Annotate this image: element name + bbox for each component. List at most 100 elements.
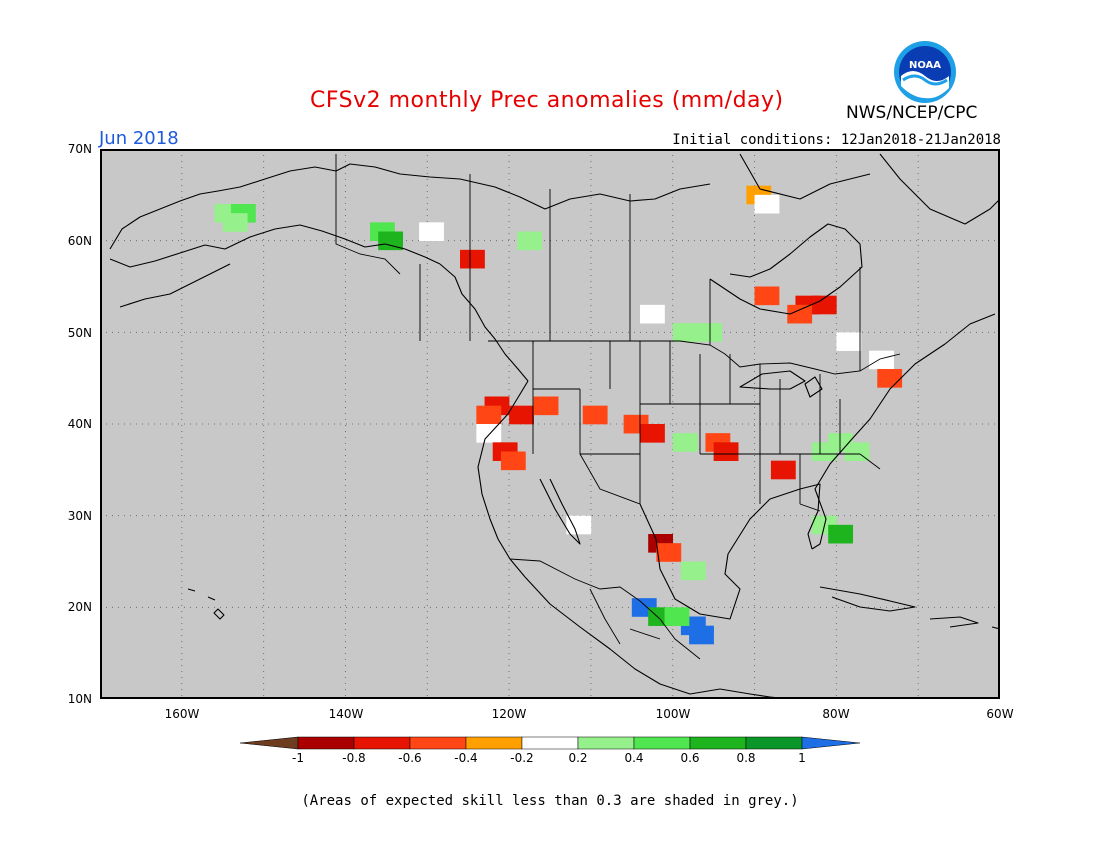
anomaly-cell xyxy=(672,552,682,562)
anomaly-cell xyxy=(803,295,813,306)
anomaly-cell xyxy=(672,433,682,443)
anomaly-cell xyxy=(230,222,240,232)
map-frame xyxy=(100,149,1000,699)
anomaly-cell xyxy=(680,570,690,581)
anomaly-cell xyxy=(852,442,862,452)
anomaly-cell xyxy=(672,616,682,626)
anomaly-cell xyxy=(697,561,706,571)
anomaly-cell xyxy=(820,515,829,526)
anomaly-cell xyxy=(836,433,845,443)
anomaly-cell xyxy=(656,534,665,544)
anomaly-cell xyxy=(770,469,780,480)
anomaly-cell xyxy=(239,204,248,214)
anomaly-cell xyxy=(239,213,248,223)
legend-swatch xyxy=(353,736,411,750)
anomaly-cell xyxy=(550,396,559,406)
anomaly-cell xyxy=(517,451,526,461)
anomaly-cell xyxy=(427,222,436,232)
anomaly-cell xyxy=(230,204,240,214)
anomaly-cell xyxy=(680,323,690,333)
anomaly-cell xyxy=(860,442,870,452)
anomaly-cell xyxy=(877,350,886,361)
legend-swatch xyxy=(577,736,635,750)
anomaly-cell xyxy=(640,304,649,315)
anomaly-cell xyxy=(730,442,739,452)
anomaly-cell xyxy=(820,442,829,452)
anomaly-cell xyxy=(664,552,674,562)
legend-label: -1 xyxy=(292,751,304,765)
color-legend xyxy=(240,736,860,750)
anomaly-cell xyxy=(787,314,796,324)
anomaly-cell xyxy=(811,524,821,535)
anomaly-cell xyxy=(500,460,510,471)
anomaly-cell xyxy=(247,213,256,223)
anomaly-cell xyxy=(460,249,469,260)
anomaly-cell xyxy=(754,185,764,196)
anomaly-cell xyxy=(623,424,633,434)
legend-label: 0.6 xyxy=(680,751,700,765)
anomaly-cell xyxy=(844,433,854,443)
legend-label: -0.6 xyxy=(398,751,422,765)
anomaly-cell xyxy=(533,396,543,406)
anomaly-cell xyxy=(754,194,764,205)
lon-label: 60W xyxy=(986,707,1014,721)
anomaly-cell xyxy=(590,414,600,425)
anomaly-cell xyxy=(533,240,543,251)
anomaly-cell xyxy=(599,414,608,425)
anomaly-cell xyxy=(378,240,387,251)
lat-label: 50N xyxy=(67,326,92,340)
anomaly-cell xyxy=(795,314,804,324)
anomaly-cell xyxy=(517,240,526,251)
anomaly-cell xyxy=(656,543,665,553)
anomaly-cell xyxy=(828,524,837,535)
anomaly-cell xyxy=(705,433,714,443)
anomaly-cell xyxy=(689,616,698,626)
noaa-logo: NOAA xyxy=(894,41,956,103)
anomaly-cell xyxy=(689,332,698,342)
anomaly-cell xyxy=(378,231,387,241)
anomaly-cell xyxy=(582,405,592,416)
anomaly-cell xyxy=(214,213,224,223)
lat-label: 70N xyxy=(67,142,92,156)
anomaly-cell xyxy=(631,598,641,608)
anomaly-cell xyxy=(836,442,845,452)
anomaly-cell xyxy=(500,442,510,452)
legend-label: 1 xyxy=(798,751,806,765)
anomaly-cell xyxy=(574,515,584,526)
anomaly-cell xyxy=(640,314,649,324)
anomaly-cell xyxy=(869,350,878,361)
legend-low-arrow xyxy=(240,736,299,750)
anomaly-cell xyxy=(476,249,485,260)
anomaly-cell xyxy=(697,332,706,342)
anomaly-cell xyxy=(828,442,837,452)
anomaly-cell xyxy=(689,442,698,452)
anomaly-cell xyxy=(689,323,698,333)
anomaly-cell xyxy=(509,405,518,416)
anomaly-cell xyxy=(746,194,755,205)
anomaly-cell xyxy=(746,185,755,196)
anomaly-cell xyxy=(509,460,518,471)
anomaly-cell xyxy=(517,460,526,471)
map-title: CFSv2 monthly Prec anomalies (mm/day) xyxy=(310,88,784,113)
anomaly-cell xyxy=(680,442,690,452)
anomaly-cell xyxy=(672,442,682,452)
anomaly-cell xyxy=(811,304,821,315)
legend-swatch xyxy=(633,736,691,750)
anomaly-cell xyxy=(222,204,232,214)
anomaly-cell xyxy=(492,414,502,425)
anomaly-cell xyxy=(689,570,698,581)
anomaly-cell xyxy=(582,414,592,425)
anomaly-cell xyxy=(656,607,665,617)
lat-label: 40N xyxy=(67,417,92,431)
anomaly-cell xyxy=(378,222,387,232)
lon-label: 80W xyxy=(822,707,850,721)
lat-label: 30N xyxy=(67,509,92,523)
anomaly-cell xyxy=(230,213,240,223)
anomaly-cell xyxy=(664,607,674,617)
legend-high-arrow xyxy=(801,736,860,750)
anomaly-cell xyxy=(435,222,444,232)
anomaly-cell xyxy=(525,240,534,251)
anomaly-cell xyxy=(828,295,837,306)
anomaly-cell xyxy=(435,231,444,241)
anomaly-map xyxy=(100,149,1000,699)
